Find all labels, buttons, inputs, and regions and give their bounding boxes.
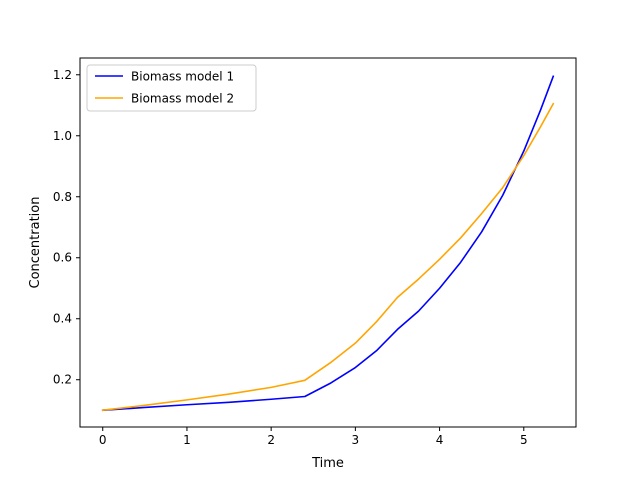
y-tick-label: 1.0 (53, 129, 72, 143)
plot-frame (79, 57, 577, 428)
y-axis-label: Concentration (28, 197, 43, 289)
legend-box (86, 64, 257, 112)
x-tick-label: 0 (99, 433, 107, 447)
y-axis-ticks: 0.2 0.4 0.6 0.8 1.0 1.2 (53, 68, 80, 387)
legend: Biomass model 1 Biomass model 2 (86, 64, 257, 112)
y-tick-label: 1.2 (53, 68, 72, 82)
y-tick-label: 0.6 (53, 251, 72, 265)
legend-label-1: Biomass model 1 (131, 70, 234, 84)
series-line-1 (101, 75, 555, 412)
x-tick-label: 3 (352, 433, 360, 447)
x-tick-label: 4 (436, 433, 444, 447)
y-tick-label: 0.2 (53, 373, 72, 387)
x-axis-ticks: 0 1 2 3 4 5 (99, 427, 528, 447)
y-tick-label: 0.8 (53, 190, 72, 204)
x-axis-label: Time (311, 456, 344, 471)
series-line-2 (101, 102, 555, 412)
x-tick-label: 1 (183, 433, 191, 447)
y-tick-label: 0.4 (53, 312, 72, 326)
series-lines (101, 75, 555, 412)
legend-label-2: Biomass model 2 (131, 92, 234, 106)
x-tick-label: 2 (267, 433, 275, 447)
x-tick-label: 5 (520, 433, 528, 447)
plot-area (80, 58, 576, 427)
